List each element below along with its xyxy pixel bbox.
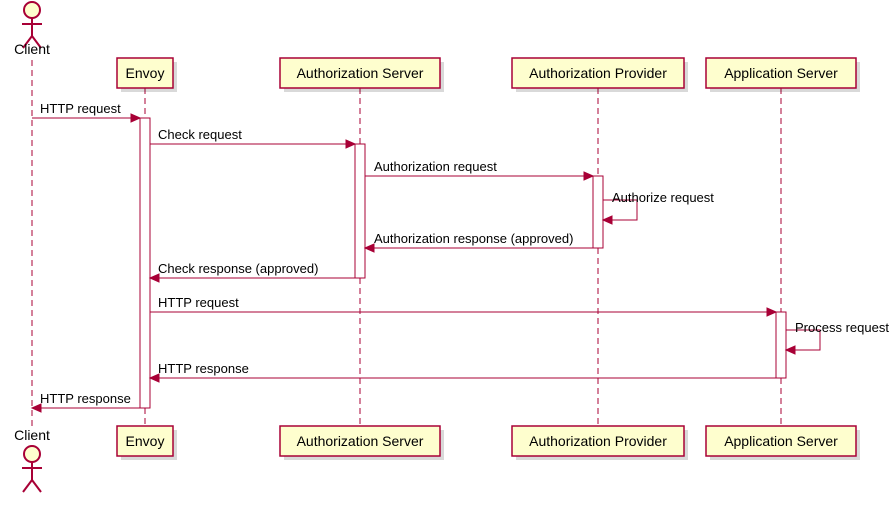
activation-authsrv — [355, 144, 365, 278]
activation-appsrv — [776, 312, 786, 378]
actor-top-head — [24, 2, 40, 18]
activation-envoy — [140, 118, 150, 408]
activation-authprov — [593, 176, 603, 248]
msg-label: Check response (approved) — [158, 261, 318, 276]
msg-label: Authorization response (approved) — [374, 231, 573, 246]
participant-appsrv-label: Application Server — [724, 65, 838, 81]
msg-label: Check request — [158, 127, 242, 142]
sequence-diagram: Client Envoy Authorization Server Authoriza… — [0, 0, 891, 509]
msg-label: HTTP request — [40, 101, 121, 116]
msg-label: HTTP response — [40, 391, 131, 406]
msg-label: HTTP request — [158, 295, 239, 310]
participant-authprov-label: Authorization Provider — [529, 433, 667, 449]
participant-authprov-label: Authorization Provider — [529, 65, 667, 81]
participant-appsrv-label: Application Server — [724, 433, 838, 449]
participant-envoy-label: Envoy — [126, 65, 165, 81]
participant-authsrv-label: Authorization Server — [297, 65, 424, 81]
msg-label: Process request — [795, 320, 889, 335]
msg-label: Authorization request — [374, 159, 497, 174]
msg-label: HTTP response — [158, 361, 249, 376]
participant-envoy-label: Envoy — [126, 433, 165, 449]
msg-label: Authorize request — [612, 190, 714, 205]
actor-top-label: Client — [14, 41, 50, 57]
actor-bottom-label: Client — [14, 427, 50, 443]
participant-authsrv-label: Authorization Server — [297, 433, 424, 449]
